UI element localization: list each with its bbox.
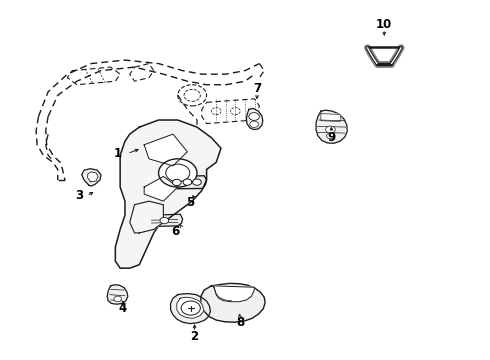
Polygon shape	[213, 286, 255, 302]
Circle shape	[193, 179, 201, 185]
Text: 6: 6	[171, 225, 179, 238]
Polygon shape	[177, 297, 204, 318]
Polygon shape	[130, 201, 163, 233]
Circle shape	[172, 179, 181, 186]
Text: 1: 1	[114, 147, 122, 160]
Text: 4: 4	[119, 302, 127, 315]
Text: 7: 7	[253, 82, 261, 95]
Polygon shape	[147, 214, 183, 226]
Circle shape	[160, 217, 169, 224]
Text: 10: 10	[376, 18, 392, 31]
Polygon shape	[246, 108, 263, 130]
Polygon shape	[316, 110, 347, 143]
Circle shape	[326, 126, 335, 133]
Text: 5: 5	[186, 197, 194, 210]
Text: 8: 8	[236, 316, 245, 329]
Polygon shape	[321, 114, 341, 121]
Text: 2: 2	[191, 330, 198, 343]
Circle shape	[249, 113, 259, 120]
Text: 3: 3	[75, 189, 83, 202]
Polygon shape	[171, 294, 210, 324]
Polygon shape	[168, 176, 207, 189]
Polygon shape	[88, 172, 98, 182]
Polygon shape	[115, 120, 221, 268]
Circle shape	[327, 133, 334, 139]
Polygon shape	[144, 176, 178, 201]
Circle shape	[183, 179, 192, 185]
Polygon shape	[201, 283, 265, 322]
Text: 9: 9	[327, 131, 336, 144]
Circle shape	[159, 159, 197, 187]
Circle shape	[250, 121, 258, 127]
Polygon shape	[107, 285, 128, 304]
Polygon shape	[82, 169, 101, 186]
Polygon shape	[144, 134, 187, 166]
Circle shape	[114, 296, 122, 302]
